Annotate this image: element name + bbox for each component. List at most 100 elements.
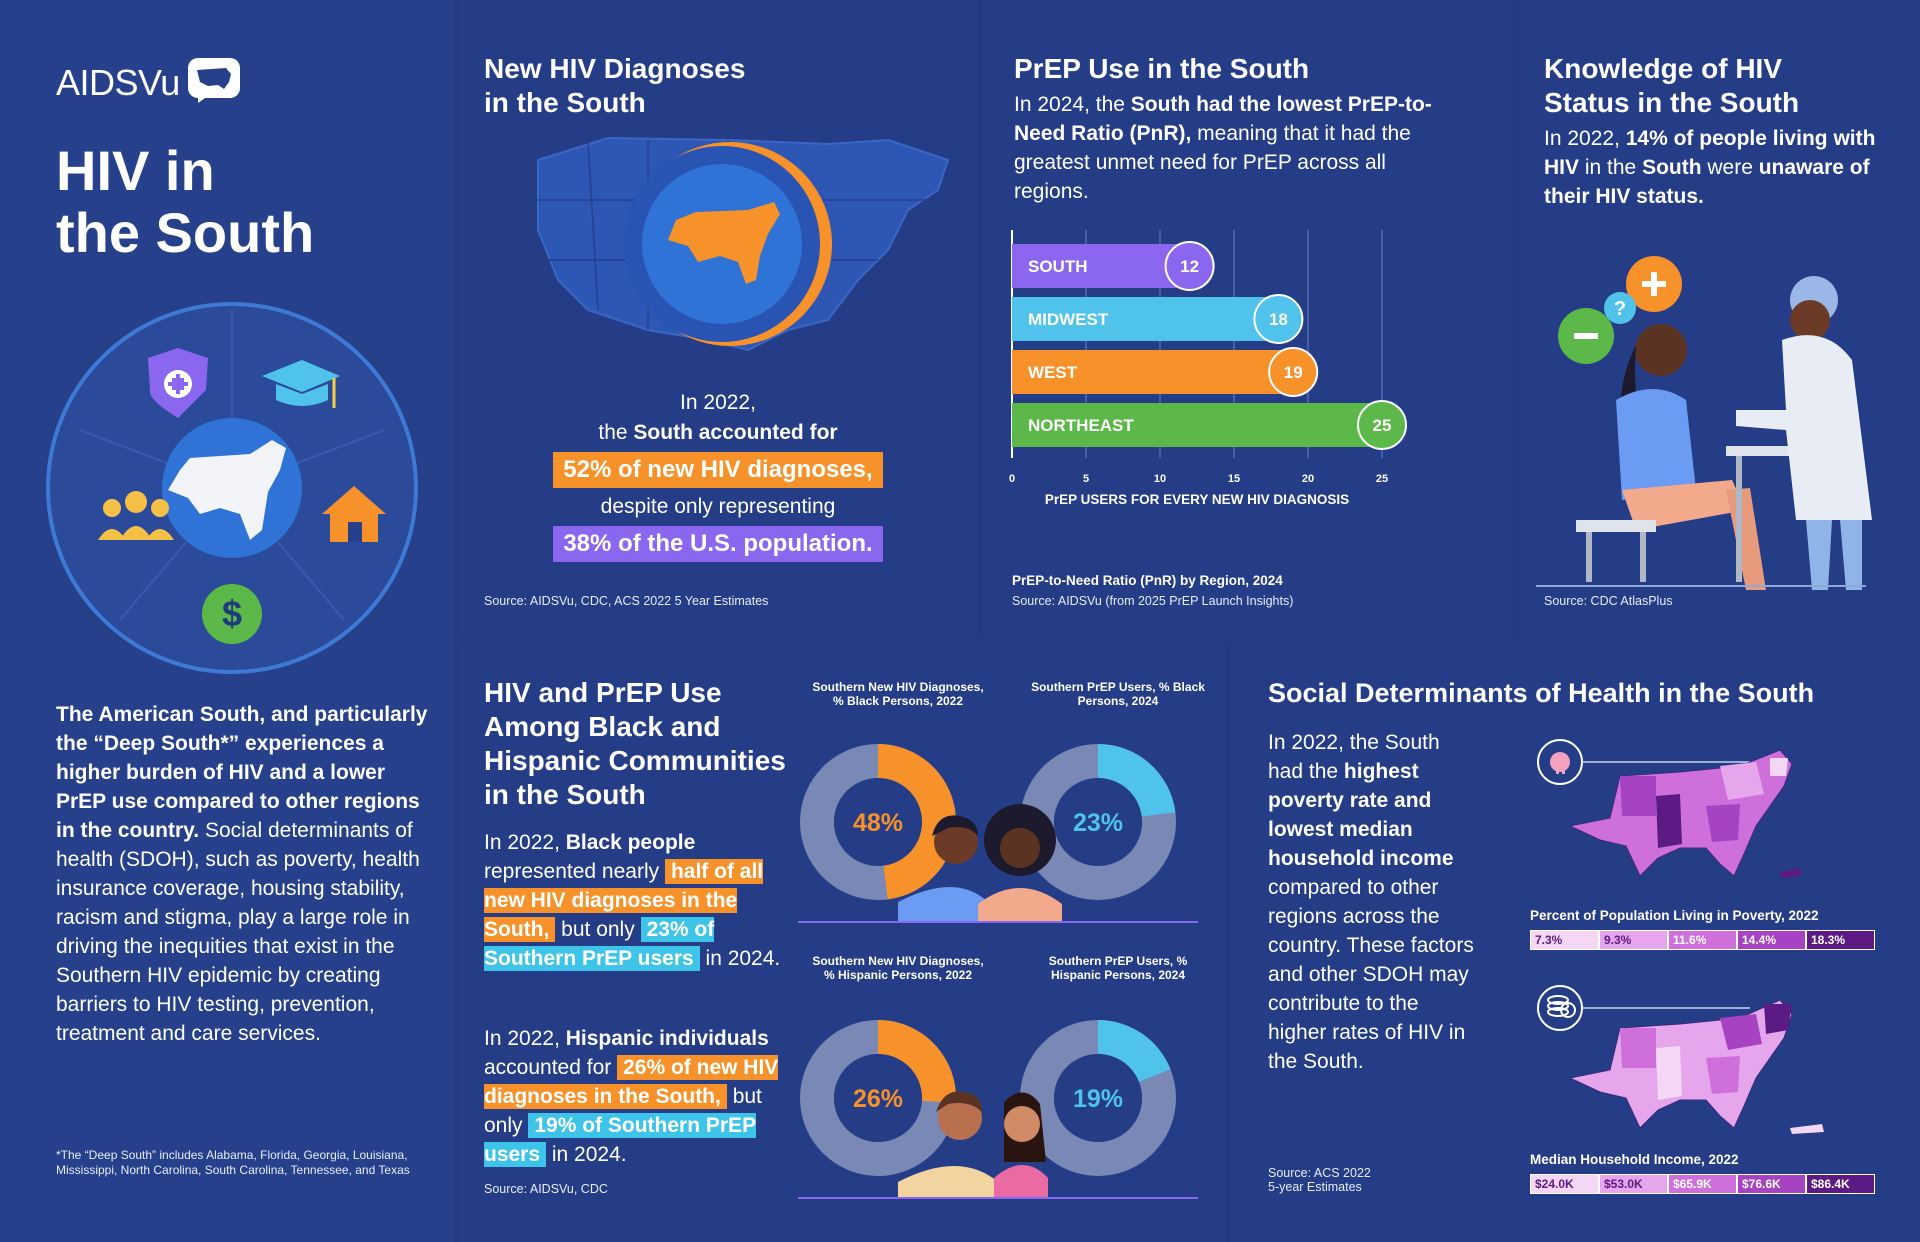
knowledge-panel: Knowledge of HIV Status in the South In …: [1516, 0, 1920, 638]
stat-38-percent: 38% of the U.S. population.: [553, 526, 883, 562]
x-axis-label: PrEP USERS FOR EVERY NEW HIV DIAGNOSIS: [1045, 492, 1349, 507]
communities-source: Source: AIDSVu, CDC: [484, 1182, 608, 1196]
bar-label-west: WEST: [1028, 363, 1078, 382]
black-persons-illustration: [798, 804, 1198, 923]
aidsvu-logo[interactable]: AIDSVu: [56, 56, 242, 109]
prep-description: In 2024, the South had the lowest PrEP-t…: [1014, 93, 1432, 203]
knowledge-title: Knowledge of HIV Status in the South: [1544, 53, 1800, 118]
house-icon: [322, 486, 386, 542]
legend-swatch: 18.3%: [1806, 930, 1875, 950]
value-label-south: 12: [1180, 257, 1199, 276]
donut-value: 23%: [1073, 809, 1123, 837]
value-label-west: 19: [1284, 363, 1303, 382]
chat-map-icon: [186, 56, 242, 109]
sdoh-source: Source: ACS 2022 5-year Estimates: [1268, 1166, 1371, 1194]
value-badge-west: [1268, 347, 1319, 397]
bar-northeast: [1012, 403, 1382, 447]
page-title: HIV in the South: [56, 139, 315, 264]
bar-label-northeast: NORTHEAST: [1028, 416, 1134, 435]
hispanic-persons-illustration: [798, 1091, 1198, 1199]
people-icon: [98, 491, 174, 540]
x-tick-label: 20: [1302, 473, 1314, 485]
piggy-bank-icon: [1550, 752, 1570, 774]
x-tick-label: 25: [1376, 473, 1388, 485]
bar-label-south: SOUTH: [1028, 257, 1088, 276]
coins-icon: [1547, 995, 1576, 1018]
poverty-map: [1537, 739, 1802, 878]
logo-text: AIDSVu: [56, 61, 180, 103]
value-badge-midwest: [1253, 294, 1304, 344]
stat-52-percent: 52% of new HIV diagnoses,: [553, 452, 883, 488]
bar-label-midwest: MIDWEST: [1028, 310, 1109, 329]
sdoh-description: In 2022, the South had the highest pover…: [1268, 731, 1474, 1073]
sdoh-icon-circle: $: [46, 302, 418, 674]
bar-west: [1012, 350, 1294, 394]
legend-swatch: 9.3%: [1599, 930, 1668, 950]
diagnoses-stat: In 2022, the South accounted for 52% of …: [458, 388, 978, 562]
value-badge-south: [1164, 241, 1215, 291]
legend-swatch: $65.9K: [1668, 1174, 1737, 1194]
value-badge-northeast: [1357, 400, 1407, 450]
question-icon: ?: [1604, 292, 1636, 324]
donut-label-1: Southern New HIV Diagnoses, % Black Pers…: [812, 680, 984, 708]
diagnoses-panel: New HIV Diagnoses in the South In 2022, …: [458, 0, 978, 638]
donut-hole: [834, 778, 922, 866]
donut-value: 48%: [853, 809, 903, 837]
legend-swatch: 7.3%: [1530, 930, 1599, 950]
shield-plus-icon: [148, 348, 208, 418]
deep-south-footnote: *The “Deep South” includes Alabama, Flor…: [56, 1148, 410, 1177]
donut-hole: [1054, 1054, 1142, 1142]
dollar-icon: $: [202, 584, 262, 644]
bar-midwest: [1012, 297, 1279, 341]
x-tick-label: 0: [1009, 473, 1015, 485]
legend-swatch: 14.4%: [1737, 930, 1806, 950]
hispanic-paragraph: In 2022, Hispanic individuals accounted …: [484, 1027, 779, 1167]
intro-paragraph: The American South, and particularly the…: [56, 703, 428, 1045]
intro-panel: AIDSVu HIV in the South $ The American S…: [0, 0, 455, 1242]
x-tick-label: 10: [1154, 473, 1166, 485]
legend-swatch: $86.4K: [1806, 1174, 1875, 1194]
prep-title: PrEP Use in the South: [1014, 53, 1310, 84]
diagnoses-source: Source: AIDSVu, CDC, ACS 2022 5 Year Est…: [484, 594, 769, 608]
donut-value: 26%: [853, 1085, 903, 1113]
legend-swatch: 11.6%: [1668, 930, 1737, 950]
donut-value: 19%: [1073, 1085, 1123, 1113]
x-tick-label: 15: [1228, 473, 1240, 485]
pnr-bar-chart: SOUTH 12 MIDWEST 18 WEST 19 NORTHEAST 25 0 5 10 15 2…: [1009, 230, 1407, 507]
black-paragraph: In 2022, Black people represented nearly…: [484, 831, 781, 971]
legend-swatch: $76.6K: [1737, 1174, 1806, 1194]
communities-panel: HIV and PrEP Use Among Black and Hispani…: [458, 642, 1226, 1242]
prep-panel: PrEP Use in the South In 2024, the South…: [982, 0, 1512, 638]
income-legend-title: Median Household Income, 2022: [1530, 1152, 1739, 1167]
graduation-cap-icon: [262, 360, 340, 408]
donut-segment: [1098, 744, 1176, 817]
legend-swatch: $53.0K: [1599, 1174, 1668, 1194]
community-donuts: 48% 23% 26% 19%: [798, 744, 1198, 1199]
value-label-northeast: 25: [1373, 416, 1392, 435]
value-label-midwest: 18: [1269, 310, 1288, 329]
donut-label-3: Southern New HIV Diagnoses, % Hispanic P…: [812, 954, 984, 982]
income-map: [1537, 985, 1824, 1134]
prep-source: Source: AIDSVu (from 2025 PrEP Launch In…: [1012, 594, 1294, 608]
legend-swatch: $24.0K: [1530, 1174, 1599, 1194]
svg-text:?: ?: [1614, 298, 1626, 320]
us-map-south-highlight: [537, 136, 950, 352]
sdoh-title: Social Determinants of Health in the Sou…: [1268, 678, 1815, 708]
poverty-legend: 7.3% 9.3% 11.6% 14.4% 18.3%: [1530, 930, 1875, 950]
donut-segment: [878, 1020, 956, 1103]
svg-text:$: $: [222, 593, 242, 634]
knowledge-description: In 2022, 14% of people living with HIV i…: [1544, 127, 1876, 208]
minus-icon: [1558, 308, 1614, 364]
donut-hole: [1054, 778, 1142, 866]
donut-segment: [1098, 1020, 1171, 1082]
chart-subtitle: PrEP-to-Need Ratio (PnR) by Region, 2024: [1012, 573, 1283, 588]
communities-title: HIV and PrEP Use Among Black and Hispani…: [484, 677, 786, 810]
x-tick-label: 5: [1083, 473, 1089, 485]
sdoh-panel: Social Determinants of Health in the Sou…: [1230, 642, 1920, 1242]
donut-hole: [834, 1054, 922, 1142]
poverty-legend-title: Percent of Population Living in Poverty,…: [1530, 908, 1819, 923]
donut-segment: [878, 744, 956, 900]
plus-icon: [1626, 256, 1682, 312]
donut-label-4: Southern PrEP Users, % Hispanic Persons,…: [1048, 954, 1188, 982]
diagnoses-title: New HIV Diagnoses in the South: [484, 53, 746, 118]
